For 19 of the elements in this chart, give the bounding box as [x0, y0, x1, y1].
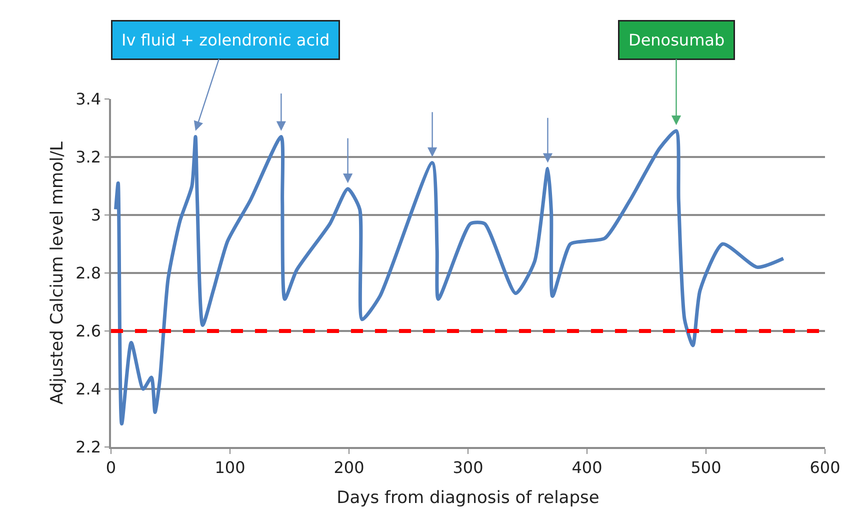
x-axis-title: Days from diagnosis of relapse [336, 488, 600, 508]
y-tick-label: 3.4 [76, 90, 102, 109]
x-tick-label: 0 [106, 458, 116, 477]
x-tick-label: 500 [690, 458, 722, 477]
x-tick-label: 100 [214, 458, 246, 477]
y-axis-title: Adjusted Calcium level mmol/L [48, 141, 68, 404]
line-series [114, 129, 786, 426]
y-tick-label: 3.2 [76, 148, 102, 167]
y-tick-label: 2.8 [76, 264, 102, 283]
y-tick-label: 3 [90, 206, 102, 225]
y-tick-label: 2.4 [76, 380, 102, 399]
x-tick-label: 200 [334, 458, 364, 477]
y-tick-label: 2.6 [76, 322, 102, 341]
x-tick-label: 600 [810, 458, 840, 477]
x-tick-label: 400 [572, 458, 602, 477]
y-tick-label: 2.2 [76, 438, 102, 457]
x-tick-label: 300 [452, 458, 484, 477]
annotation: Denosumab [628, 30, 725, 50]
annotation: Iv fluid + zolendronic acid [122, 30, 330, 50]
